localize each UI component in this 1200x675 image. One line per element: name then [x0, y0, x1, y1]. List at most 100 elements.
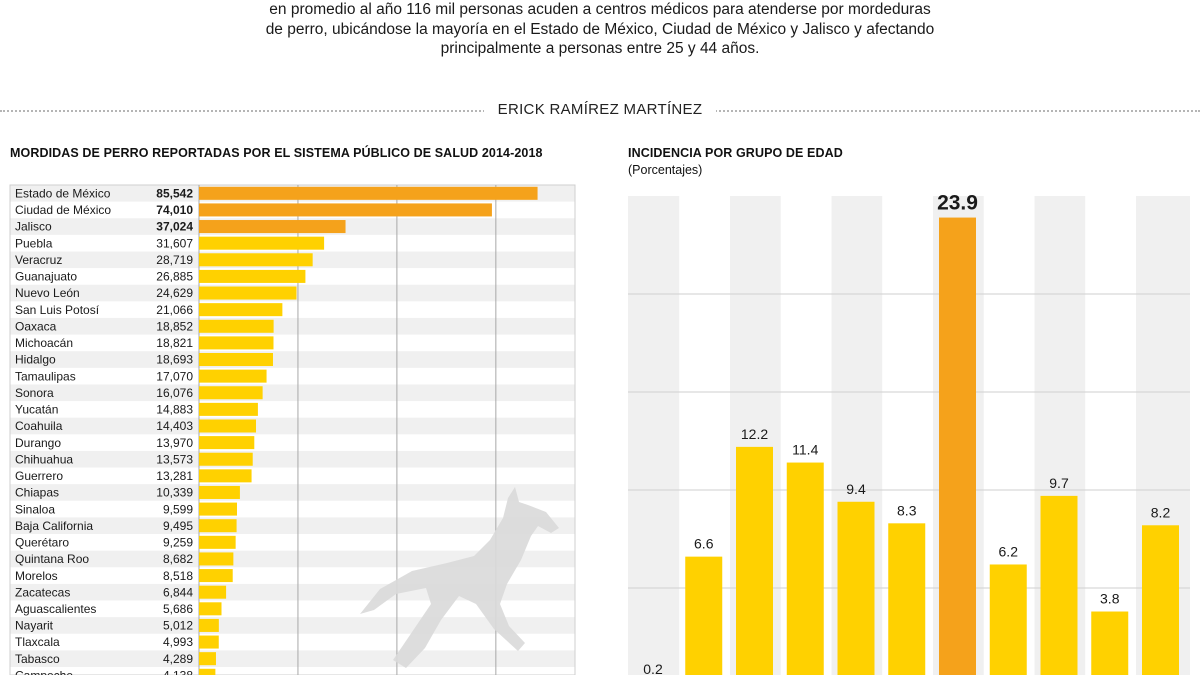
bar	[199, 203, 492, 217]
bar	[199, 436, 255, 450]
value-label: 18,693	[156, 353, 193, 367]
value-label: 4,138	[163, 668, 193, 675]
bar	[199, 386, 263, 400]
bar	[199, 303, 283, 317]
bar	[199, 469, 252, 483]
bar	[1142, 525, 1179, 675]
value-label: 8.3	[897, 502, 917, 518]
bar	[199, 618, 219, 632]
intro-line-1: en promedio al año 116 mil personas acud…	[269, 1, 931, 18]
state-label: Durango	[15, 436, 61, 450]
bar	[199, 635, 219, 649]
dog-silhouette-icon	[360, 487, 559, 668]
column-stripe	[1085, 196, 1136, 675]
bar	[837, 501, 875, 675]
value-label: 0.2	[643, 661, 663, 675]
state-label: Chiapas	[15, 486, 59, 500]
intro-text: en promedio al año 116 mil personas acud…	[0, 0, 1200, 59]
state-label: Nuevo León	[15, 286, 80, 300]
bar	[199, 236, 325, 250]
row-stripe	[10, 450, 575, 468]
value-label: 17,070	[156, 369, 193, 383]
state-chart-body: Estado de México 85,542 Ciudad de México 74…	[9, 184, 576, 675]
state-label: Estado de México	[15, 187, 111, 201]
bar	[939, 217, 976, 675]
bar	[199, 220, 346, 234]
state-label: San Luis Potosí	[15, 303, 100, 317]
value-label: 21,066	[156, 303, 193, 317]
state-label: Zacatecas	[15, 585, 70, 599]
value-label: 11.4	[792, 442, 818, 458]
row-stripe	[10, 351, 575, 368]
state-label: Yucatán	[15, 403, 58, 417]
state-label: Baja California	[15, 519, 93, 533]
state-label: Jalisco	[15, 220, 52, 234]
bar	[199, 353, 273, 367]
value-label: 9,599	[163, 502, 193, 516]
state-label: Nayarit	[15, 619, 54, 633]
value-label: 13,281	[156, 469, 193, 483]
bar	[199, 402, 258, 416]
value-label: 14,883	[156, 403, 193, 417]
row-stripe	[10, 484, 575, 501]
state-label: Tamaulipas	[15, 369, 76, 383]
value-label: 6.6	[694, 536, 714, 552]
bar	[1091, 611, 1129, 675]
chart-frame	[9, 184, 576, 675]
intro-line-2: de perro, ubicándose la mayoría en el Es…	[265, 20, 935, 38]
row-stripe	[10, 317, 575, 335]
value-label: 9.7	[1049, 475, 1069, 491]
value-label: 6,844	[163, 585, 193, 599]
left-chart-title: MORDIDAS DE PERRO REPORTADAS POR EL SIST…	[10, 146, 543, 160]
bar	[199, 519, 237, 533]
state-label: Oaxaca	[15, 319, 57, 333]
state-label: Guerrero	[15, 469, 63, 483]
bar	[199, 485, 240, 499]
bar	[199, 652, 216, 666]
bar	[1040, 495, 1078, 675]
row-stripe	[10, 650, 575, 667]
bar	[199, 419, 257, 433]
bar	[199, 452, 253, 466]
row-stripe	[10, 417, 575, 435]
bar	[199, 269, 306, 283]
state-label: Querétaro	[15, 536, 69, 550]
value-label: 5,686	[163, 602, 193, 616]
state-label: Chihuahua	[15, 452, 73, 466]
value-label: 37,024	[156, 220, 193, 234]
state-label: Sinaloa	[15, 502, 55, 516]
state-label: Michoacán	[15, 336, 73, 350]
bar	[199, 668, 216, 675]
right-chart-title: INCIDENCIA POR GRUPO DE EDAD	[628, 146, 843, 160]
state-label: Ciudad de México	[15, 203, 111, 217]
value-label: 13,573	[156, 452, 193, 466]
bar	[199, 336, 274, 350]
row-stripe	[10, 384, 575, 402]
state-label: Aguascalientes	[15, 602, 96, 616]
state-label: Tabasco	[15, 652, 60, 666]
age-incidence-chart: 0.2 6.6 12.2 11.4 9.4 8.3 23.9 6.2 9.7 3.8 8.2	[628, 192, 1190, 675]
value-label: 9.4	[846, 481, 866, 497]
value-label: 8,518	[163, 569, 193, 583]
value-label: 3.8	[1100, 591, 1120, 607]
value-label: 23.9	[937, 192, 978, 215]
value-label: 14,403	[156, 419, 193, 433]
value-label: 18,821	[156, 336, 193, 350]
bar	[786, 462, 824, 675]
row-stripe	[10, 550, 575, 568]
value-label: 16,076	[156, 386, 193, 400]
bar	[199, 535, 236, 549]
value-label: 85,542	[156, 187, 193, 201]
value-label: 5,012	[163, 619, 193, 633]
value-label: 8.2	[1151, 504, 1171, 520]
value-label: 4,289	[163, 652, 193, 666]
bar	[199, 552, 234, 566]
state-label: Quintana Roo	[15, 552, 89, 566]
bar	[199, 186, 538, 200]
value-label: 9,259	[163, 536, 193, 550]
bar	[888, 523, 926, 675]
row-stripe	[10, 517, 575, 535]
value-label: 26,885	[156, 270, 193, 284]
state-label: Coahuila	[15, 419, 63, 433]
